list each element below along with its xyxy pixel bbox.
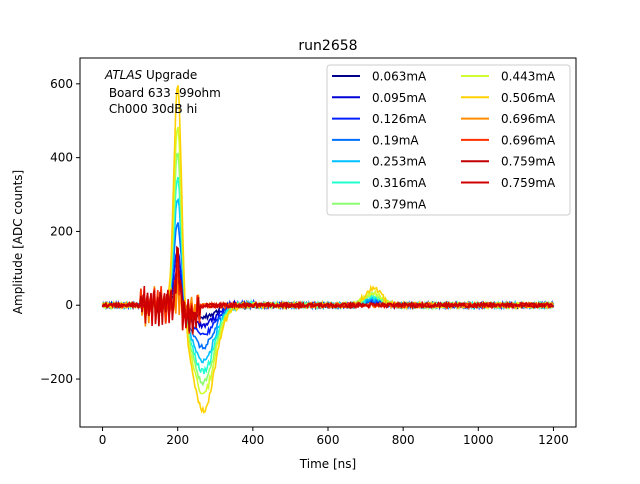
- x-axis: 0 200 400 600 800 1000 1200: [99, 427, 569, 447]
- legend-label: 0.253mA: [372, 155, 427, 169]
- y-tick-label: 200: [50, 224, 73, 238]
- legend-label: 0.19mA: [372, 133, 419, 147]
- x-tick-label: 800: [392, 433, 415, 447]
- x-tick-label: 400: [241, 433, 264, 447]
- legend-label: 0.126mA: [372, 112, 427, 126]
- legend-label: 0.063mA: [372, 70, 427, 84]
- y-tick-label: 400: [50, 151, 73, 165]
- y-tick-label: 0: [65, 298, 73, 312]
- y-tick-label: −200: [40, 372, 73, 386]
- atlas-label: ATLAS: [104, 68, 143, 82]
- series-line: [101, 254, 554, 331]
- x-tick-label: 200: [166, 433, 189, 447]
- annotation-line-2: Board 633 -99ohm: [105, 86, 221, 100]
- legend-label: 0.696mA: [501, 133, 556, 147]
- x-tick-label: 600: [317, 433, 340, 447]
- y-axis: −200 0 200 400 600: [40, 77, 80, 386]
- upgrade-label: Upgrade: [142, 68, 197, 82]
- y-tick-label: 600: [50, 77, 73, 91]
- annotation-line-1: ATLAS Upgrade: [104, 68, 197, 82]
- x-axis-label: Time [ns]: [299, 457, 356, 471]
- y-axis-label: Amplitude [ADC counts]: [11, 170, 25, 314]
- x-tick-label: 1200: [538, 433, 569, 447]
- legend-label: 0.696mA: [501, 112, 556, 126]
- legend: 0.063mA 0.095mA 0.126mA 0.19mA 0.253mA 0.316m…: [326, 64, 571, 216]
- legend-label: 0.443mA: [501, 70, 556, 84]
- legend-label: 0.316mA: [372, 176, 427, 190]
- x-tick-label: 0: [99, 433, 107, 447]
- legend-label: 0.759mA: [501, 176, 556, 190]
- x-tick-label: 1000: [463, 433, 494, 447]
- annotation-line-3: Ch000 30dB hi: [105, 102, 197, 116]
- legend-label: 0.506mA: [501, 91, 556, 105]
- series-layer: [101, 85, 555, 414]
- chart-title: run2658: [298, 38, 357, 54]
- legend-label: 0.759mA: [501, 155, 556, 169]
- legend-label: 0.095mA: [372, 91, 427, 105]
- legend-frame: [326, 64, 571, 216]
- legend-label: 0.379mA: [372, 197, 427, 211]
